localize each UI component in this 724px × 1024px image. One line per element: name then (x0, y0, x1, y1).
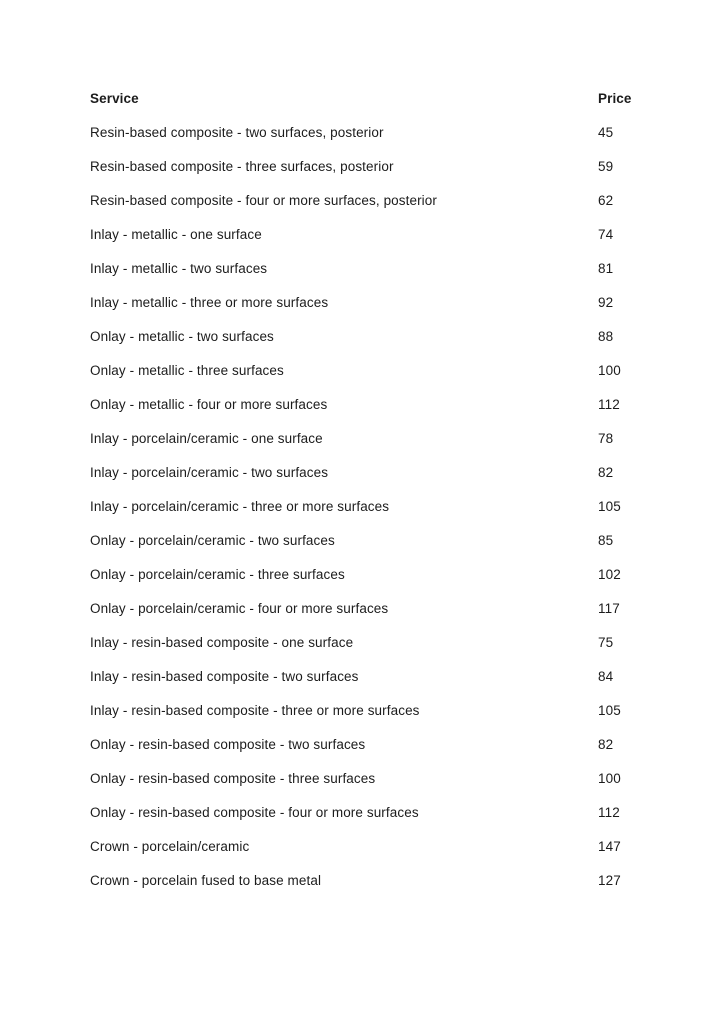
table-row: Onlay - resin-based composite - two surf… (90, 728, 650, 762)
price-cell: 62 (598, 193, 614, 209)
table-row: Resin-based composite - four or more sur… (90, 184, 650, 218)
service-cell: Inlay - resin-based composite - two surf… (90, 669, 359, 685)
service-cell: Inlay - porcelain/ceramic - two surfaces (90, 465, 329, 481)
table-row: Onlay - metallic - two surfaces 88 (90, 320, 650, 354)
service-cell: Onlay - porcelain/ceramic - four or more… (90, 601, 389, 617)
table-row: Inlay - resin-based composite - three or… (90, 694, 650, 728)
table-header-row: Service Price (90, 82, 650, 116)
table-row: Onlay - resin-based composite - four or … (90, 796, 650, 830)
price-cell: 105 (598, 703, 621, 719)
price-cell: 127 (598, 873, 621, 889)
price-cell: 85 (598, 533, 614, 549)
price-cell: 112 (598, 397, 620, 413)
table-row: Onlay - resin-based composite - three su… (90, 762, 650, 796)
table-row: Inlay - metallic - three or more surface… (90, 286, 650, 320)
service-cell: Inlay - metallic - one surface (90, 227, 262, 243)
service-cell: Resin-based composite - three surfaces, … (90, 159, 394, 175)
table-row: Onlay - porcelain/ceramic - two surfaces… (90, 524, 650, 558)
service-cell: Onlay - resin-based composite - four or … (90, 805, 419, 821)
price-cell: 74 (598, 227, 614, 243)
price-cell: 84 (598, 669, 614, 685)
price-cell: 105 (598, 499, 621, 515)
price-cell: 59 (598, 159, 614, 175)
service-cell: Inlay - porcelain/ceramic - one surface (90, 431, 323, 447)
price-table: Service Price Resin-based composite - tw… (90, 82, 650, 898)
price-cell: 92 (598, 295, 614, 311)
price-cell: 102 (598, 567, 621, 583)
service-cell: Onlay - metallic - three surfaces (90, 363, 284, 379)
table-row: Inlay - porcelain/ceramic - two surfaces… (90, 456, 650, 490)
service-cell: Inlay - metallic - three or more surface… (90, 295, 329, 311)
table-row: Resin-based composite - two surfaces, po… (90, 116, 650, 150)
price-cell: 78 (598, 431, 614, 447)
column-header-service: Service (90, 91, 139, 107)
price-cell: 100 (598, 363, 621, 379)
price-cell: 112 (598, 805, 620, 821)
service-cell: Inlay - resin-based composite - three or… (90, 703, 420, 719)
table-row: Inlay - resin-based composite - two surf… (90, 660, 650, 694)
price-cell: 82 (598, 737, 614, 753)
service-cell: Onlay - resin-based composite - two surf… (90, 737, 366, 753)
table-row: Crown - porcelain fused to base metal 127 (90, 864, 650, 898)
service-cell: Crown - porcelain fused to base metal (90, 873, 322, 889)
table-row: Inlay - resin-based composite - one surf… (90, 626, 650, 660)
table-row: Onlay - porcelain/ceramic - three surfac… (90, 558, 650, 592)
service-cell: Onlay - resin-based composite - three su… (90, 771, 376, 787)
service-cell: Crown - porcelain/ceramic (90, 839, 250, 855)
service-cell: Resin-based composite - two surfaces, po… (90, 125, 384, 141)
price-cell: 88 (598, 329, 614, 345)
service-cell: Inlay - porcelain/ceramic - three or mor… (90, 499, 390, 515)
table-row: Inlay - metallic - one surface 74 (90, 218, 650, 252)
service-cell: Onlay - metallic - two surfaces (90, 329, 274, 345)
service-cell: Onlay - metallic - four or more surfaces (90, 397, 328, 413)
table-row: Onlay - porcelain/ceramic - four or more… (90, 592, 650, 626)
price-cell: 75 (598, 635, 614, 651)
price-cell: 100 (598, 771, 621, 787)
price-cell: 81 (598, 261, 614, 277)
table-row: Onlay - metallic - three surfaces 100 (90, 354, 650, 388)
service-cell: Inlay - metallic - two surfaces (90, 261, 268, 277)
service-cell: Onlay - porcelain/ceramic - two surfaces (90, 533, 335, 549)
table-body: Resin-based composite - two surfaces, po… (90, 116, 650, 898)
column-header-price: Price (598, 91, 632, 107)
table-row: Inlay - metallic - two surfaces 81 (90, 252, 650, 286)
price-cell: 117 (598, 601, 620, 617)
table-row: Crown - porcelain/ceramic 147 (90, 830, 650, 864)
table-row: Resin-based composite - three surfaces, … (90, 150, 650, 184)
table-row: Inlay - porcelain/ceramic - one surface 7… (90, 422, 650, 456)
price-cell: 45 (598, 125, 614, 141)
service-cell: Onlay - porcelain/ceramic - three surfac… (90, 567, 345, 583)
price-cell: 82 (598, 465, 614, 481)
service-cell: Resin-based composite - four or more sur… (90, 193, 437, 209)
price-cell: 147 (598, 839, 621, 855)
table-row: Inlay - porcelain/ceramic - three or mor… (90, 490, 650, 524)
table-row: Onlay - metallic - four or more surfaces… (90, 388, 650, 422)
service-cell: Inlay - resin-based composite - one surf… (90, 635, 354, 651)
